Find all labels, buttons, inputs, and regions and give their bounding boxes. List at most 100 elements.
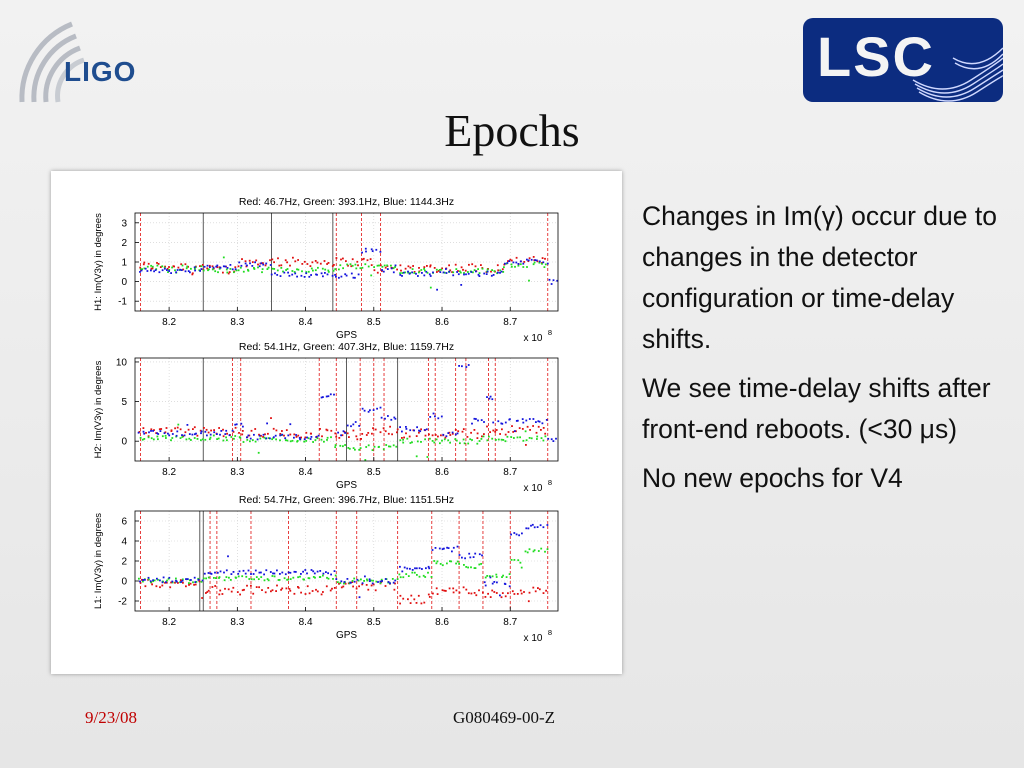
- y-tick-label: 2: [121, 557, 127, 568]
- data-point: [456, 271, 458, 273]
- data-point: [384, 578, 387, 580]
- data-point: [286, 261, 288, 264]
- data-point: [499, 271, 501, 274]
- data-point: [520, 566, 523, 569]
- data-point: [469, 438, 472, 441]
- data-point: [248, 259, 251, 262]
- data-point: [299, 438, 301, 441]
- data-point: [269, 259, 271, 262]
- data-point: [276, 584, 278, 587]
- data-point: [427, 565, 430, 568]
- data-point: [280, 588, 282, 591]
- data-point: [423, 266, 426, 268]
- data-point: [282, 270, 284, 273]
- data-point: [229, 268, 232, 270]
- data-point: [238, 432, 240, 434]
- data-point: [281, 430, 283, 432]
- data-point: [396, 431, 398, 434]
- data-point: [326, 436, 329, 439]
- y-tick-label: 10: [116, 357, 128, 368]
- data-point: [143, 267, 146, 270]
- data-point: [327, 395, 330, 398]
- data-point: [200, 268, 203, 270]
- data-point: [420, 602, 423, 605]
- data-point: [467, 442, 470, 445]
- data-point: [334, 432, 337, 435]
- data-point: [513, 430, 516, 432]
- data-point: [308, 577, 311, 580]
- data-point: [214, 571, 216, 574]
- data-point: [203, 265, 206, 268]
- data-point: [237, 572, 240, 575]
- data-point: [270, 590, 272, 593]
- data-point: [194, 583, 197, 586]
- data-point: [208, 264, 211, 267]
- data-point: [490, 274, 493, 277]
- data-point: [535, 431, 538, 434]
- data-point: [303, 260, 306, 263]
- data-point: [284, 437, 287, 440]
- data-point: [289, 264, 291, 267]
- data-point: [441, 564, 444, 567]
- data-point: [353, 577, 356, 580]
- data-point: [493, 581, 496, 583]
- data-point: [333, 264, 335, 266]
- data-point: [258, 434, 261, 437]
- data-point: [338, 582, 340, 585]
- data-point: [155, 585, 158, 588]
- data-point: [166, 267, 169, 270]
- data-point: [442, 433, 445, 436]
- data-point: [504, 595, 507, 598]
- y-axis-label: H1: Im(V3γ) in degrees: [93, 213, 104, 311]
- data-point: [504, 583, 507, 585]
- data-point: [237, 575, 240, 578]
- data-point: [444, 436, 447, 439]
- data-point: [241, 575, 244, 578]
- data-point: [435, 587, 438, 590]
- data-point: [391, 433, 393, 436]
- data-point: [374, 589, 377, 592]
- data-point: [465, 366, 468, 368]
- data-point: [387, 432, 390, 435]
- data-point: [390, 264, 392, 267]
- x-tick-label: 8.2: [162, 617, 176, 628]
- data-point: [402, 271, 405, 274]
- data-point: [250, 429, 253, 432]
- data-point: [210, 573, 213, 575]
- data-point: [246, 584, 248, 587]
- data-point: [428, 567, 431, 570]
- data-point: [486, 575, 489, 577]
- data-point: [198, 580, 201, 583]
- data-point: [541, 422, 544, 425]
- data-point: [441, 589, 444, 592]
- data-point: [500, 422, 503, 425]
- data-point: [258, 586, 260, 589]
- data-point: [226, 439, 228, 442]
- data-point: [492, 429, 495, 432]
- lsc-logo: LSC: [803, 18, 1003, 102]
- data-point: [398, 573, 401, 576]
- x-exponent: 8: [548, 478, 552, 487]
- x-tick-label: 8.5: [367, 317, 381, 328]
- data-point: [161, 584, 164, 587]
- data-point: [418, 431, 420, 434]
- data-point: [293, 592, 296, 595]
- data-point: [283, 271, 286, 274]
- data-point: [527, 600, 530, 603]
- data-point: [384, 430, 387, 433]
- data-point: [510, 533, 512, 536]
- y-tick-label: 6: [121, 517, 127, 528]
- data-point: [244, 572, 247, 575]
- data-point: [320, 438, 323, 441]
- data-point: [276, 274, 279, 276]
- data-point: [247, 434, 250, 437]
- data-point: [305, 440, 308, 442]
- data-point: [186, 424, 189, 426]
- data-point: [315, 436, 318, 438]
- data-point: [467, 271, 469, 273]
- data-point: [382, 427, 385, 430]
- data-point: [447, 547, 450, 549]
- data-point: [212, 267, 215, 270]
- data-point: [176, 426, 179, 429]
- data-point: [205, 577, 207, 580]
